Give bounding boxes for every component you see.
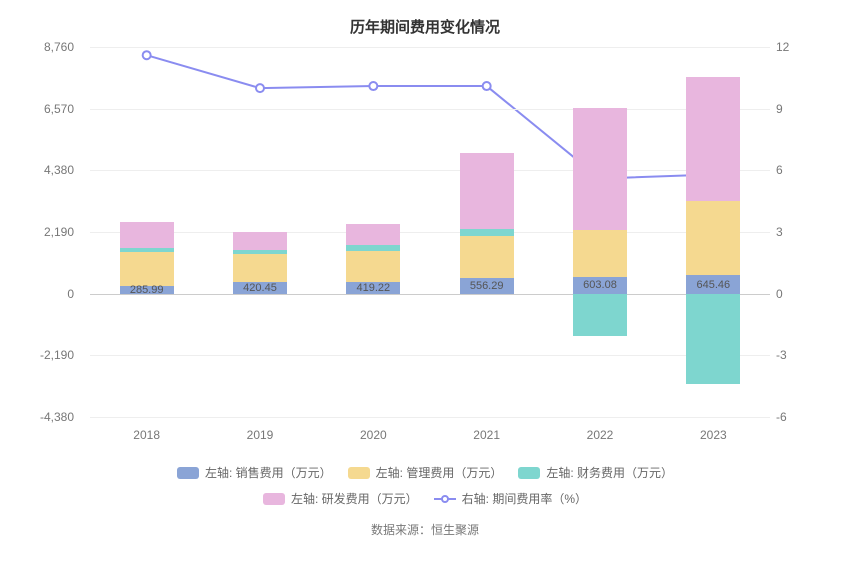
legend-row: 左轴: 研发费用（万元） 右轴: 期间费用率（%） bbox=[20, 487, 830, 513]
x-axis: 2018 2019 2020 2021 2022 2023 bbox=[90, 422, 770, 447]
legend-swatch-icon bbox=[518, 467, 540, 479]
bar-value-label: 556.29 bbox=[460, 280, 514, 292]
bar-segment-management bbox=[120, 252, 174, 286]
y-left-tick: 4,380 bbox=[20, 163, 80, 177]
y-right-tick: 6 bbox=[770, 163, 830, 177]
bar-segment-rd bbox=[346, 224, 400, 245]
x-tick: 2022 bbox=[587, 428, 614, 442]
bar-value-label: 420.45 bbox=[233, 282, 287, 294]
legend-swatch-icon bbox=[177, 467, 199, 479]
x-tick: 2020 bbox=[360, 428, 387, 442]
bar-segment-finance bbox=[460, 229, 514, 236]
chart-container: 历年期间费用变化情况 -4,380 -2,190 0 2,190 4,380 6,570 8… bbox=[0, 0, 850, 575]
legend-swatch-icon bbox=[348, 467, 370, 479]
legend-label: 右轴: 期间费用率（%） bbox=[462, 487, 587, 511]
legend-label: 左轴: 财务费用（万元） bbox=[546, 461, 673, 485]
bar-group: 556.29 bbox=[460, 47, 514, 417]
x-tick: 2019 bbox=[247, 428, 274, 442]
legend-swatch-icon bbox=[263, 493, 285, 505]
ratio-line bbox=[147, 55, 714, 178]
grid-line bbox=[90, 355, 770, 356]
y-right-tick: 3 bbox=[770, 225, 830, 239]
legend-item-sales[interactable]: 左轴: 销售费用（万元） bbox=[177, 461, 332, 485]
bar-segment-finance bbox=[686, 294, 740, 384]
bar-group: 419.22 bbox=[346, 47, 400, 417]
bar-segment-finance bbox=[573, 294, 627, 336]
bar-segment-rd bbox=[120, 222, 174, 247]
y-left-tick: -4,380 bbox=[20, 410, 80, 424]
legend-swatch-line-icon bbox=[434, 493, 456, 505]
plot-area: 285.99 420.45 419.22 556.29 603.08 645.46 bbox=[90, 47, 770, 417]
legend-item-finance[interactable]: 左轴: 财务费用（万元） bbox=[518, 461, 673, 485]
bar-value-label: 419.22 bbox=[346, 282, 400, 294]
bar-segment-management bbox=[346, 251, 400, 282]
legend-item-rd[interactable]: 左轴: 研发费用（万元） bbox=[263, 487, 418, 511]
y-left-tick: 8,760 bbox=[20, 40, 80, 54]
grid-line bbox=[90, 109, 770, 110]
bar-segment-management bbox=[460, 236, 514, 278]
chart-title: 历年期间费用变化情况 bbox=[20, 16, 830, 37]
bar-segment-management bbox=[573, 230, 627, 276]
bar-segment-finance bbox=[233, 250, 287, 253]
legend-label: 左轴: 销售费用（万元） bbox=[205, 461, 332, 485]
bar-segment-rd bbox=[686, 77, 740, 201]
legend-label: 左轴: 研发费用（万元） bbox=[291, 487, 418, 511]
legend-item-ratio[interactable]: 右轴: 期间费用率（%） bbox=[434, 487, 587, 511]
bar-segment-rd bbox=[573, 108, 627, 230]
y-right-tick: 12 bbox=[770, 40, 830, 54]
bar-value-label: 645.46 bbox=[686, 279, 740, 291]
bar-group: 603.08 bbox=[573, 47, 627, 417]
legend-item-management[interactable]: 左轴: 管理费用（万元） bbox=[348, 461, 503, 485]
bar-segment-rd bbox=[233, 232, 287, 250]
y-right-tick: 0 bbox=[770, 287, 830, 301]
data-source-label: 数据来源：恒生聚源 bbox=[20, 521, 830, 538]
bar-group: 285.99 bbox=[120, 47, 174, 417]
legend-label: 左轴: 管理费用（万元） bbox=[376, 461, 503, 485]
bar-segment-management bbox=[233, 254, 287, 282]
bar-segment-rd bbox=[460, 153, 514, 229]
x-tick: 2018 bbox=[133, 428, 160, 442]
bar-group: 420.45 bbox=[233, 47, 287, 417]
legend-row: 左轴: 销售费用（万元） 左轴: 管理费用（万元） 左轴: 财务费用（万元） bbox=[20, 461, 830, 487]
y-left-tick: -2,190 bbox=[20, 348, 80, 362]
y-right-tick: -6 bbox=[770, 410, 830, 424]
x-tick: 2023 bbox=[700, 428, 727, 442]
bar-value-label: 285.99 bbox=[120, 284, 174, 296]
grid-line bbox=[90, 294, 770, 295]
x-tick: 2021 bbox=[473, 428, 500, 442]
y-right-tick: -3 bbox=[770, 348, 830, 362]
bar-segment-management bbox=[686, 201, 740, 276]
y-axis-right: -6-3036912 bbox=[770, 47, 830, 447]
y-left-tick: 2,190 bbox=[20, 225, 80, 239]
grid-line bbox=[90, 170, 770, 171]
grid-line bbox=[90, 47, 770, 48]
grid-line bbox=[90, 417, 770, 418]
bar-segment-finance bbox=[120, 248, 174, 252]
bar-group: 645.46 bbox=[686, 47, 740, 417]
y-left-tick: 0 bbox=[20, 287, 80, 301]
grid-line bbox=[90, 232, 770, 233]
y-axis-left: -4,380-2,19002,1904,3806,5708,760 bbox=[20, 47, 80, 447]
y-right-tick: 9 bbox=[770, 102, 830, 116]
bar-value-label: 603.08 bbox=[573, 279, 627, 291]
bar-segment-finance bbox=[346, 245, 400, 251]
legend: 左轴: 销售费用（万元）左轴: 管理费用（万元）左轴: 财务费用（万元）左轴: … bbox=[20, 461, 830, 513]
chart-area: -4,380-2,19002,1904,3806,5708,760 285.99… bbox=[20, 47, 830, 447]
y-left-tick: 6,570 bbox=[20, 102, 80, 116]
